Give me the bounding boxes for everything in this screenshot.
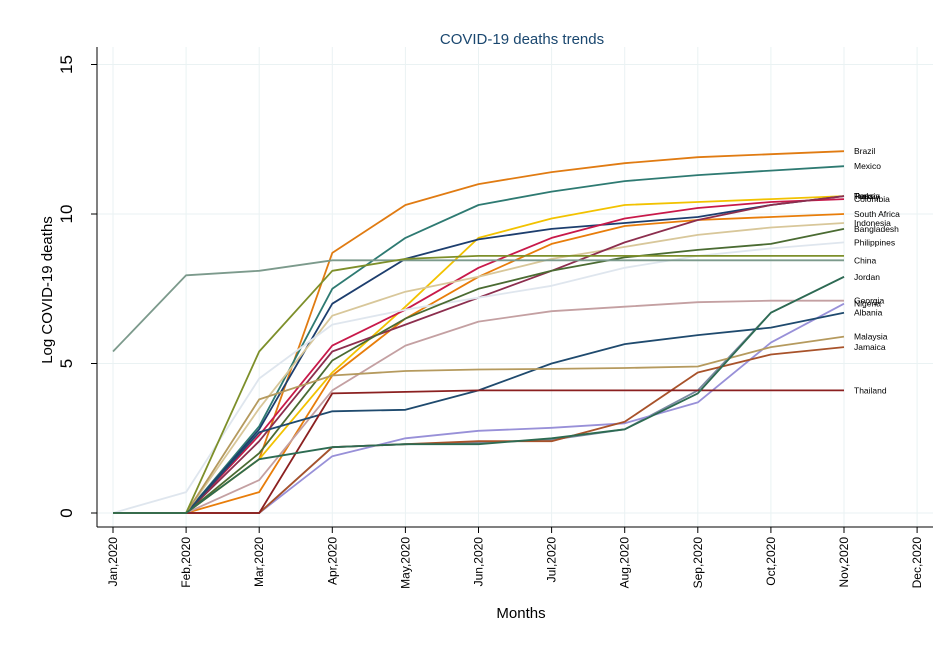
series-label: Turkey xyxy=(854,191,880,201)
x-tick-label: Jun,2020 xyxy=(472,537,486,587)
x-tick-label: Oct,2020 xyxy=(764,537,778,586)
series-label: Peru xyxy=(854,191,872,201)
x-tick-label: Jul,2020 xyxy=(545,537,559,583)
y-tick-label: 5 xyxy=(57,359,76,368)
series-label: Russia xyxy=(854,191,880,201)
x-tick-label: Aug,2020 xyxy=(618,537,632,589)
axes: 0 5 10 15 Jan,2020 Feb,2020 Mar,2020 Apr,2020 Ma… xyxy=(57,47,933,589)
series-label: Bangladesh xyxy=(854,224,899,234)
series-line-georgia xyxy=(113,299,844,514)
series-label: Jordan xyxy=(854,272,880,282)
series-label: Brazil xyxy=(854,146,875,156)
y-tick-label: 0 xyxy=(57,508,76,517)
series-label: Albania xyxy=(854,308,883,318)
series-label: Nigeria xyxy=(854,299,881,309)
series-line-malaysia xyxy=(113,335,845,514)
chart-title: COVID-19 deaths trends xyxy=(440,31,604,48)
series-label: Malaysia xyxy=(854,332,888,342)
series-label: China xyxy=(854,255,876,265)
series-line-unlabeled xyxy=(113,254,844,514)
series-label: Mexico xyxy=(854,161,881,171)
x-tick-label: Jan,2020 xyxy=(106,537,120,587)
series-label: South Africa xyxy=(854,209,900,219)
y-tick-label: 15 xyxy=(57,55,76,74)
series-line-china xyxy=(112,259,844,353)
series-label: Georgia xyxy=(854,296,885,306)
series-line-colombia xyxy=(113,198,845,514)
series-line-thailand xyxy=(113,389,844,514)
x-tick-label: Dec,2020 xyxy=(910,537,924,589)
series-label: Indonesia xyxy=(854,218,891,228)
series-label: Jamaica xyxy=(854,342,886,352)
x-axis-title: Months xyxy=(496,605,545,622)
series-line-bangladesh xyxy=(113,228,845,514)
series-line-peru xyxy=(113,195,845,514)
x-tick-label: Apr,2020 xyxy=(325,537,339,585)
series-label: Colombia xyxy=(854,194,890,204)
y-axis-title: Log COVID-19 deaths xyxy=(39,216,56,364)
grid xyxy=(97,47,933,527)
series-line-philippines xyxy=(112,241,845,514)
x-tick-label: May,2020 xyxy=(398,537,412,589)
x-tick-label: Nov,2020 xyxy=(837,537,851,588)
series-line-unlabeled xyxy=(113,275,845,514)
x-tick-label: Mar,2020 xyxy=(252,537,266,587)
series-line-mexico xyxy=(113,165,845,514)
y-tick-label: 10 xyxy=(57,205,76,224)
series-label: Philippines xyxy=(854,237,895,247)
series-line-indonesia xyxy=(113,222,845,514)
series-label: Thailand xyxy=(854,385,887,395)
x-tick-label: Feb,2020 xyxy=(179,537,193,588)
series-lines xyxy=(112,150,845,514)
x-tick-label: Sep,2020 xyxy=(691,537,705,589)
